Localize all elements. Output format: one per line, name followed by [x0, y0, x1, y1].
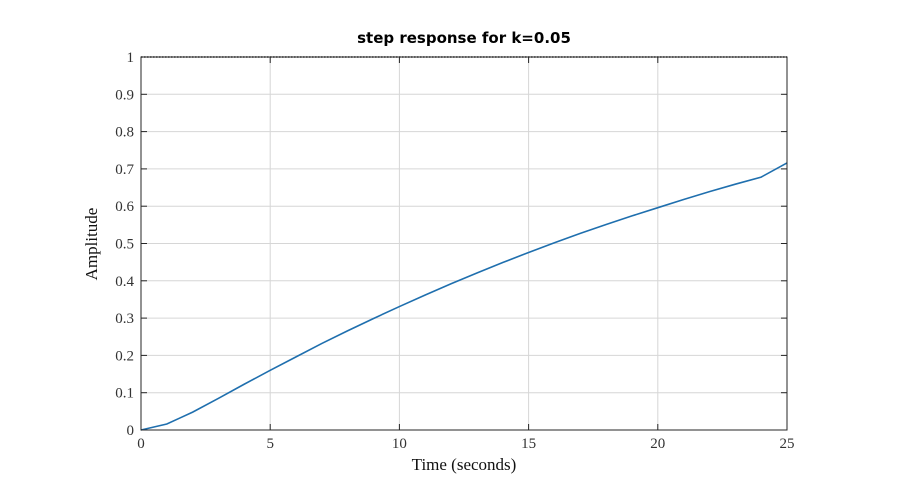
x-tick-label: 15	[521, 436, 536, 452]
y-tick-label: 0.5	[115, 237, 134, 253]
y-tick-label: 1	[127, 50, 135, 66]
y-axis-label: Amplitude	[82, 208, 101, 281]
x-tick-label: 10	[392, 436, 407, 452]
x-tick-label: 5	[266, 436, 274, 452]
x-axis-label: Time (seconds)	[412, 455, 517, 474]
y-tick-label: 0.3	[115, 311, 134, 327]
chart-title: step response for k=0.05	[357, 29, 571, 47]
y-tick-label: 0	[127, 423, 135, 439]
x-tick-label: 20	[650, 436, 665, 452]
y-tick-label: 0.1	[115, 386, 134, 402]
x-tick-label: 0	[137, 436, 145, 452]
y-tick-label: 0.7	[115, 162, 134, 178]
y-tick-label: 0.4	[115, 274, 134, 290]
y-tick-label: 0.9	[115, 87, 134, 103]
tick-layer: 0 5 10 15 20 25 0 0.1 0.2 0.3 0.4 0.5 0.6 0.7 0.8 0.9 1	[115, 50, 794, 452]
step-response-line	[140, 162, 788, 431]
y-tick-label: 0.2	[115, 348, 134, 364]
y-tick-label: 0.6	[115, 199, 134, 215]
x-tick-label: 25	[780, 436, 795, 452]
grid-layer	[141, 57, 787, 430]
series-layer	[140, 162, 788, 431]
y-tick-label: 0.8	[115, 125, 134, 141]
